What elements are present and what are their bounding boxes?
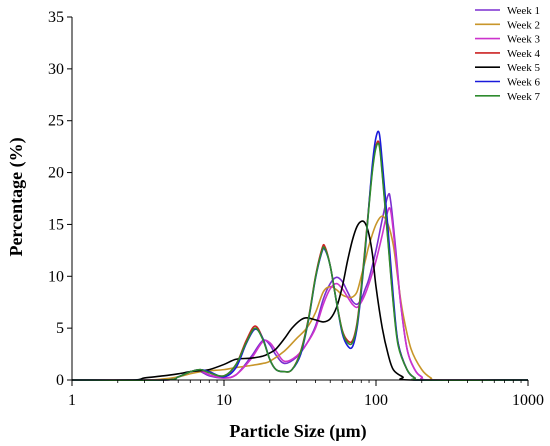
x-tick-label: 1 bbox=[68, 392, 76, 409]
series-layer bbox=[71, 130, 529, 382]
y-tick-label: 15 bbox=[48, 216, 64, 233]
series-line-week-3 bbox=[71, 207, 529, 382]
series-line-week-5 bbox=[71, 220, 529, 382]
x-tick-label: 1000 bbox=[512, 392, 544, 409]
ticks-layer: 0 5 10 15 20 25 30 35 1 10 100 1000 bbox=[48, 9, 544, 409]
y-tick-label: 35 bbox=[48, 9, 64, 26]
x-tick-label: 100 bbox=[364, 392, 388, 409]
axes-layer bbox=[71, 17, 528, 381]
x-tick-label: 10 bbox=[216, 392, 232, 409]
series-line-week-6 bbox=[71, 130, 529, 382]
series-line-week-4 bbox=[71, 140, 529, 382]
y-tick-label: 30 bbox=[48, 61, 64, 78]
y-axis-title: Percentage (%) bbox=[6, 137, 27, 256]
legend-label-week-6: Week 6 bbox=[507, 77, 541, 89]
y-tick-label: 0 bbox=[56, 372, 64, 389]
legend-label-week-5: Week 5 bbox=[507, 62, 541, 74]
legend-label-week-1: Week 1 bbox=[507, 5, 540, 17]
y-tick-label: 20 bbox=[48, 165, 64, 182]
y-tick-label: 25 bbox=[48, 113, 64, 130]
y-tick-label: 10 bbox=[48, 268, 64, 285]
legend-label-week-7: Week 7 bbox=[507, 91, 541, 103]
legend: Week 1 Week 2 Week 3 Week 4 Week 5 Week 6 Week… bbox=[475, 5, 541, 103]
series-line-week-7 bbox=[71, 142, 529, 382]
legend-label-week-2: Week 2 bbox=[507, 19, 540, 31]
legend-label-week-3: Week 3 bbox=[507, 34, 541, 46]
x-axis-title: Particle Size (µm) bbox=[229, 421, 366, 442]
legend-label-week-4: Week 4 bbox=[507, 48, 541, 60]
y-tick-label: 5 bbox=[56, 320, 64, 337]
